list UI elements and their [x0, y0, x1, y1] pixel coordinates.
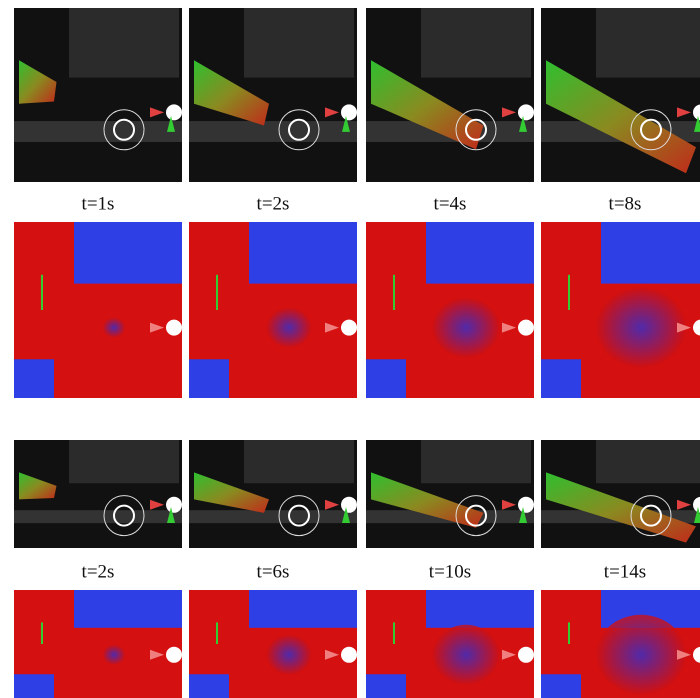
value-panel [14, 222, 182, 398]
robot [166, 320, 182, 336]
map-obstacle [69, 8, 179, 78]
figure: t=1s t=2s t=4s t=8s t=2s t=6s t=10s t=14s [0, 0, 700, 698]
map-obstacle [14, 121, 182, 142]
value-unknown [14, 674, 54, 698]
value-unknown [601, 222, 700, 284]
map-obstacle [69, 440, 179, 483]
map-obstacle [596, 8, 700, 78]
map-obstacle [244, 440, 354, 483]
value-panel [541, 590, 700, 698]
caption: t=1s [82, 193, 115, 214]
value-panel [541, 222, 700, 398]
value-unknown [14, 359, 54, 398]
map-obstacle [244, 8, 354, 78]
robot [341, 647, 357, 663]
map-panel [14, 8, 182, 182]
map-obstacle [421, 8, 531, 78]
value-gradient [432, 298, 500, 358]
value-unknown [249, 222, 357, 284]
value-unknown [74, 590, 182, 628]
map-panel [189, 8, 357, 182]
value-gradient [267, 635, 312, 675]
value-unknown [541, 359, 581, 398]
robot [341, 497, 357, 513]
map-panel [541, 440, 700, 548]
caption: t=2s [82, 561, 115, 582]
robot [166, 104, 182, 120]
value-unknown [426, 222, 534, 284]
value-unknown [366, 359, 406, 398]
value-gradient [103, 318, 126, 338]
map-panel [14, 440, 182, 548]
value-gradient [103, 645, 126, 665]
map-panel [189, 440, 357, 548]
caption: t=4s [434, 193, 467, 214]
robot [518, 497, 534, 513]
map-panel [366, 440, 534, 548]
robot [341, 104, 357, 120]
map-obstacle [596, 440, 700, 483]
map-obstacle [189, 510, 357, 523]
caption: t=10s [429, 561, 471, 582]
value-panel [14, 590, 182, 698]
value-gradient [596, 615, 686, 695]
value-panel [366, 590, 534, 698]
caption: t=6s [257, 561, 290, 582]
robot [166, 647, 182, 663]
value-gradient [432, 625, 500, 685]
robot [518, 104, 534, 120]
robot [341, 320, 357, 336]
robot [518, 647, 534, 663]
value-unknown [74, 222, 182, 284]
map-panel [366, 8, 534, 182]
value-panel [189, 590, 357, 698]
caption: t=2s [257, 193, 290, 214]
map-obstacle [421, 440, 531, 483]
caption: t=8s [609, 193, 642, 214]
map-obstacle [189, 121, 357, 142]
caption: t=14s [604, 561, 646, 582]
value-unknown [249, 590, 357, 628]
value-unknown [426, 590, 534, 628]
robot [166, 497, 182, 513]
value-gradient [596, 288, 686, 368]
value-unknown [541, 674, 581, 698]
robot [518, 320, 534, 336]
value-panel [366, 222, 534, 398]
value-gradient [267, 308, 312, 348]
value-unknown [189, 359, 229, 398]
map-panel [541, 8, 700, 182]
value-unknown [189, 674, 229, 698]
value-unknown [366, 674, 406, 698]
map-obstacle [14, 510, 182, 523]
value-panel [189, 222, 357, 398]
